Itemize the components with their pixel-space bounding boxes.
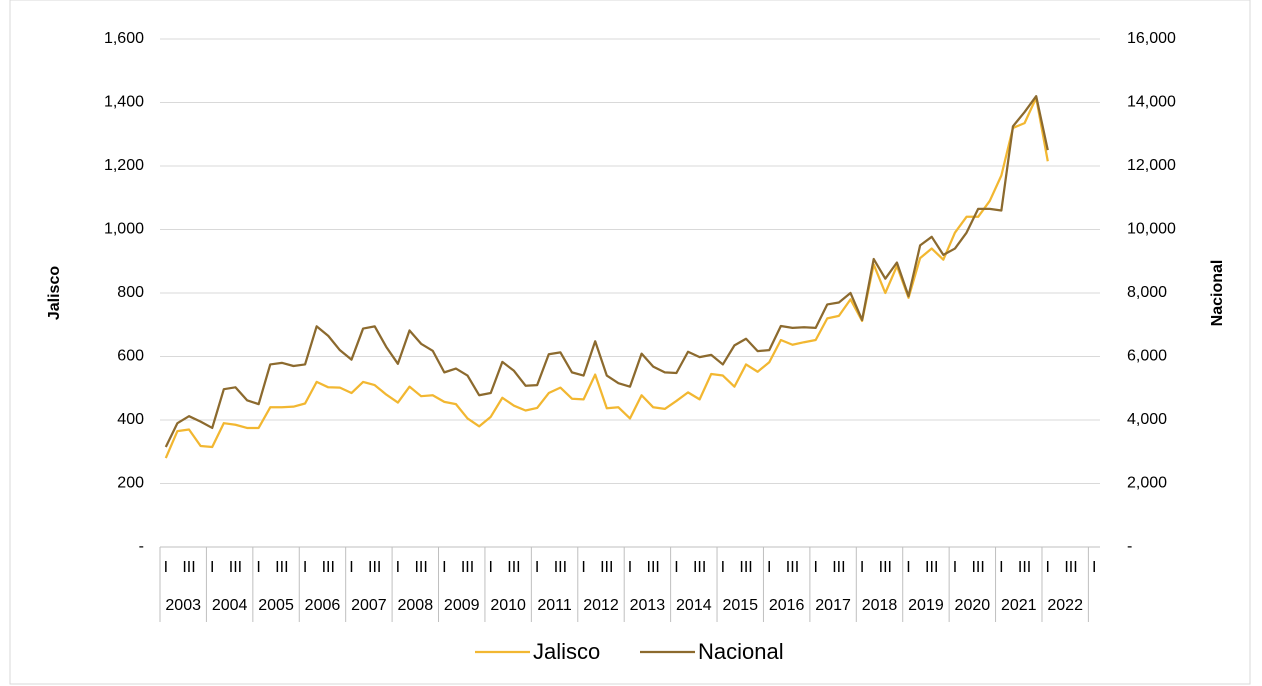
series-line (164, 95, 1049, 448)
y-tick-label: 1,000 (104, 221, 144, 238)
y-tick-label: 1,400 (104, 94, 144, 111)
x-tick-label: III (693, 559, 706, 576)
x-tick-label: III (322, 559, 335, 576)
y2-tick-label: 16,000 (1127, 30, 1176, 47)
x-tick-label: I (860, 559, 864, 576)
year-label: 2014 (676, 597, 712, 614)
x-tick-label: I (210, 559, 214, 576)
year-label: 2015 (722, 597, 758, 614)
x-tick-label: I (767, 559, 771, 576)
y2-tick-label: 14,000 (1127, 94, 1176, 111)
x-tick-label: III (647, 559, 660, 576)
y-tick-label: 600 (117, 348, 144, 365)
y-axis-title: Jalisco (46, 266, 63, 320)
x-tick-label: I (256, 559, 260, 576)
x-tick-label: III (879, 559, 892, 576)
year-label: 2009 (444, 597, 480, 614)
year-label: 2011 (537, 597, 572, 614)
year-label: 2019 (908, 597, 944, 614)
y2-tick-label: - (1127, 538, 1132, 555)
x-tick-label: I (813, 559, 817, 576)
x-tick-label: I (674, 559, 678, 576)
year-label: 2021 (1001, 597, 1037, 614)
x-tick-label: III (275, 559, 288, 576)
x-tick-label: I (349, 559, 353, 576)
x-tick-label: I (164, 559, 168, 576)
y2-tick-label: 8,000 (1127, 284, 1167, 301)
x-tick-label: III (1018, 559, 1031, 576)
x-tick-label: III (461, 559, 474, 576)
y2-tick-label: 10,000 (1127, 221, 1176, 238)
year-label: 2013 (630, 597, 666, 614)
year-label: 2003 (165, 597, 201, 614)
x-tick-label: I (581, 559, 585, 576)
year-label: 2005 (258, 597, 294, 614)
x-tick-label: I (1046, 559, 1050, 576)
year-label: 2008 (398, 597, 434, 614)
y-tick-label: 1,600 (104, 30, 144, 47)
series-line (164, 96, 1049, 459)
year-label: 2018 (862, 597, 898, 614)
x-tick-label: I (442, 559, 446, 576)
x-tick-label: III (832, 559, 845, 576)
x-tick-label: III (600, 559, 613, 576)
y-tick-label: 1,200 (104, 157, 144, 174)
y2-tick-label: 6,000 (1127, 348, 1167, 365)
x-tick-label: III (739, 559, 752, 576)
x-tick-label: I (535, 559, 539, 576)
year-label: 2022 (1047, 597, 1083, 614)
legend-label: Jalisco (533, 639, 600, 664)
y-tick-label: - (139, 538, 144, 555)
x-tick-label: I (721, 559, 725, 576)
y-tick-label: 400 (117, 411, 144, 428)
x-tick-label: I (999, 559, 1003, 576)
x-tick-label: I (953, 559, 957, 576)
x-tick-label: III (971, 559, 984, 576)
x-tick-label: III (368, 559, 381, 576)
x-tick-label: III (554, 559, 567, 576)
x-tick-label: I (628, 559, 632, 576)
legend-label: Nacional (698, 639, 784, 664)
year-label: 2010 (490, 597, 526, 614)
x-tick-label: III (786, 559, 799, 576)
y-tick-label: 800 (117, 284, 144, 301)
year-label: 2017 (815, 597, 851, 614)
y2-axis-title: Nacional (1209, 260, 1226, 327)
x-tick-label: I (303, 559, 307, 576)
y-tick-label: 200 (117, 475, 144, 492)
x-tick-label: I (1092, 559, 1096, 576)
year-label: 2007 (351, 597, 387, 614)
y2-tick-label: 4,000 (1127, 411, 1167, 428)
x-tick-label: I (906, 559, 910, 576)
x-tick-label: III (507, 559, 520, 576)
year-label: 2020 (955, 597, 991, 614)
chart-border (9, 0, 1251, 685)
year-label: 2012 (583, 597, 619, 614)
x-tick-label: I (489, 559, 493, 576)
x-tick-label: III (925, 559, 938, 576)
x-tick-label: III (229, 559, 242, 576)
year-label: 2006 (305, 597, 341, 614)
x-tick-label: I (396, 559, 400, 576)
x-tick-label: III (1064, 559, 1077, 576)
y2-tick-label: 12,000 (1127, 157, 1176, 174)
year-label: 2004 (212, 597, 248, 614)
year-label: 2016 (769, 597, 805, 614)
x-tick-label: III (414, 559, 427, 576)
x-tick-label: III (182, 559, 195, 576)
y2-tick-label: 2,000 (1127, 475, 1167, 492)
